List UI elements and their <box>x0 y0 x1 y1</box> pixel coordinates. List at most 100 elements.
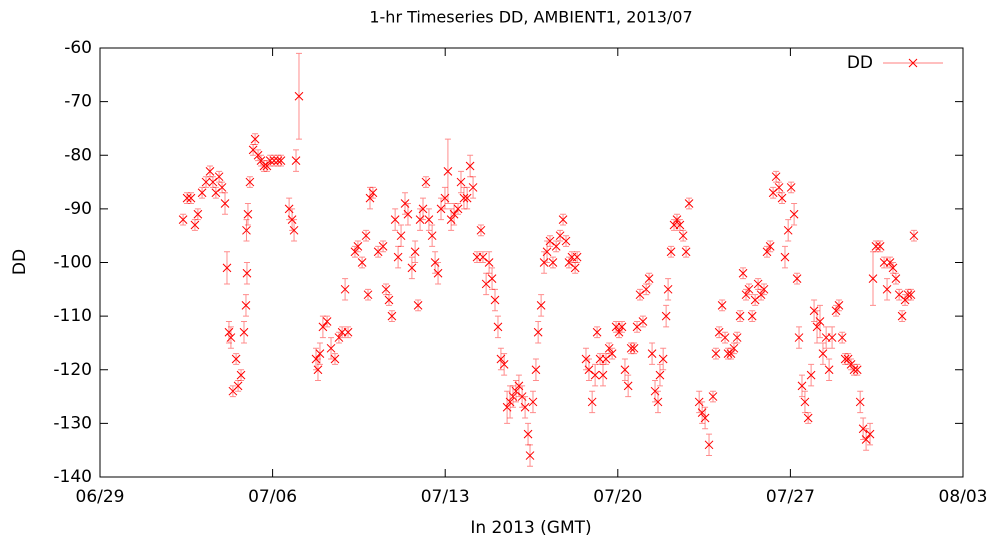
data-point <box>780 252 790 262</box>
data-point <box>584 365 594 375</box>
data-point <box>236 370 246 380</box>
data-point <box>663 284 673 294</box>
data-point <box>694 397 704 407</box>
x-axis-label: In 2013 (GMT) <box>470 518 591 538</box>
data-point <box>276 156 286 165</box>
data-point <box>756 290 766 300</box>
x-tick-label: 08/03 <box>939 487 988 507</box>
data-point <box>322 317 332 326</box>
data-point <box>700 413 710 423</box>
data-point <box>205 166 215 176</box>
data-point <box>598 370 608 380</box>
data-point <box>201 177 211 187</box>
data-point <box>777 193 787 203</box>
data-point <box>759 284 769 294</box>
data-point <box>499 360 509 369</box>
data-point <box>287 215 297 224</box>
y-tick-label: -120 <box>53 360 92 380</box>
data-point <box>311 354 321 364</box>
data-point <box>241 301 251 310</box>
data-point <box>906 290 916 300</box>
data-point <box>443 166 453 176</box>
data-point <box>809 306 819 316</box>
data-point <box>462 193 472 203</box>
data-point <box>211 188 221 198</box>
data-point <box>681 247 691 257</box>
data-point <box>800 397 810 407</box>
data-point <box>846 360 856 369</box>
data-point <box>334 333 344 342</box>
data-point <box>837 333 847 342</box>
data-point <box>834 301 844 310</box>
data-point <box>343 327 353 337</box>
data-point <box>239 327 249 337</box>
data-point <box>440 193 450 203</box>
data-point <box>738 268 748 278</box>
data-point <box>487 274 497 283</box>
data-point <box>269 156 279 165</box>
data-point <box>581 354 591 364</box>
data-point <box>502 402 512 412</box>
data-point <box>620 365 630 375</box>
data-point <box>433 268 443 278</box>
data-point <box>587 397 597 407</box>
data-point <box>812 322 822 332</box>
y-tick-label: -140 <box>53 467 92 487</box>
y-tick-label: -130 <box>53 413 92 433</box>
data-point <box>655 370 665 380</box>
y-tick-label: -70 <box>64 92 92 112</box>
data-point <box>635 290 645 300</box>
data-point <box>717 301 727 310</box>
data-point <box>545 236 555 246</box>
data-point <box>852 365 862 375</box>
data-point <box>536 301 546 310</box>
data-point <box>861 435 871 444</box>
data-point <box>858 424 868 434</box>
data-point <box>542 247 552 257</box>
data-point <box>726 349 736 359</box>
data-point <box>735 311 745 321</box>
data-point <box>449 209 459 219</box>
data-point <box>465 161 475 171</box>
data-point <box>490 295 500 305</box>
data-point <box>350 247 360 257</box>
data-point <box>424 215 434 224</box>
data-point <box>885 258 895 267</box>
data-point <box>484 258 494 267</box>
y-tick-label: -90 <box>64 199 92 219</box>
data-point <box>684 199 694 208</box>
data-point <box>865 429 875 439</box>
data-point <box>672 215 682 224</box>
data-point <box>415 215 425 224</box>
data-point <box>242 268 252 278</box>
data-point <box>666 247 676 257</box>
data-point <box>421 177 431 187</box>
data-point <box>505 397 515 407</box>
data-point <box>214 172 224 182</box>
data-point <box>259 161 269 171</box>
data-point <box>478 252 488 262</box>
data-point <box>410 247 420 257</box>
data-point <box>217 183 227 192</box>
data-point <box>528 397 538 407</box>
data-point <box>647 349 657 359</box>
legend-swatch <box>908 58 918 68</box>
data-point <box>390 215 400 224</box>
data-point <box>182 193 192 203</box>
data-point <box>250 134 260 144</box>
data-point <box>525 451 535 460</box>
data-point <box>786 183 796 192</box>
data-point <box>284 204 294 214</box>
data-point <box>855 397 865 407</box>
data-point <box>508 392 518 401</box>
data-point <box>384 295 394 305</box>
data-point <box>561 236 571 246</box>
data-point <box>729 343 739 353</box>
data-point <box>572 252 582 262</box>
data-point <box>531 365 541 375</box>
data-point <box>891 274 901 283</box>
data-point <box>818 349 828 359</box>
data-point <box>789 209 799 219</box>
data-point <box>231 354 241 364</box>
